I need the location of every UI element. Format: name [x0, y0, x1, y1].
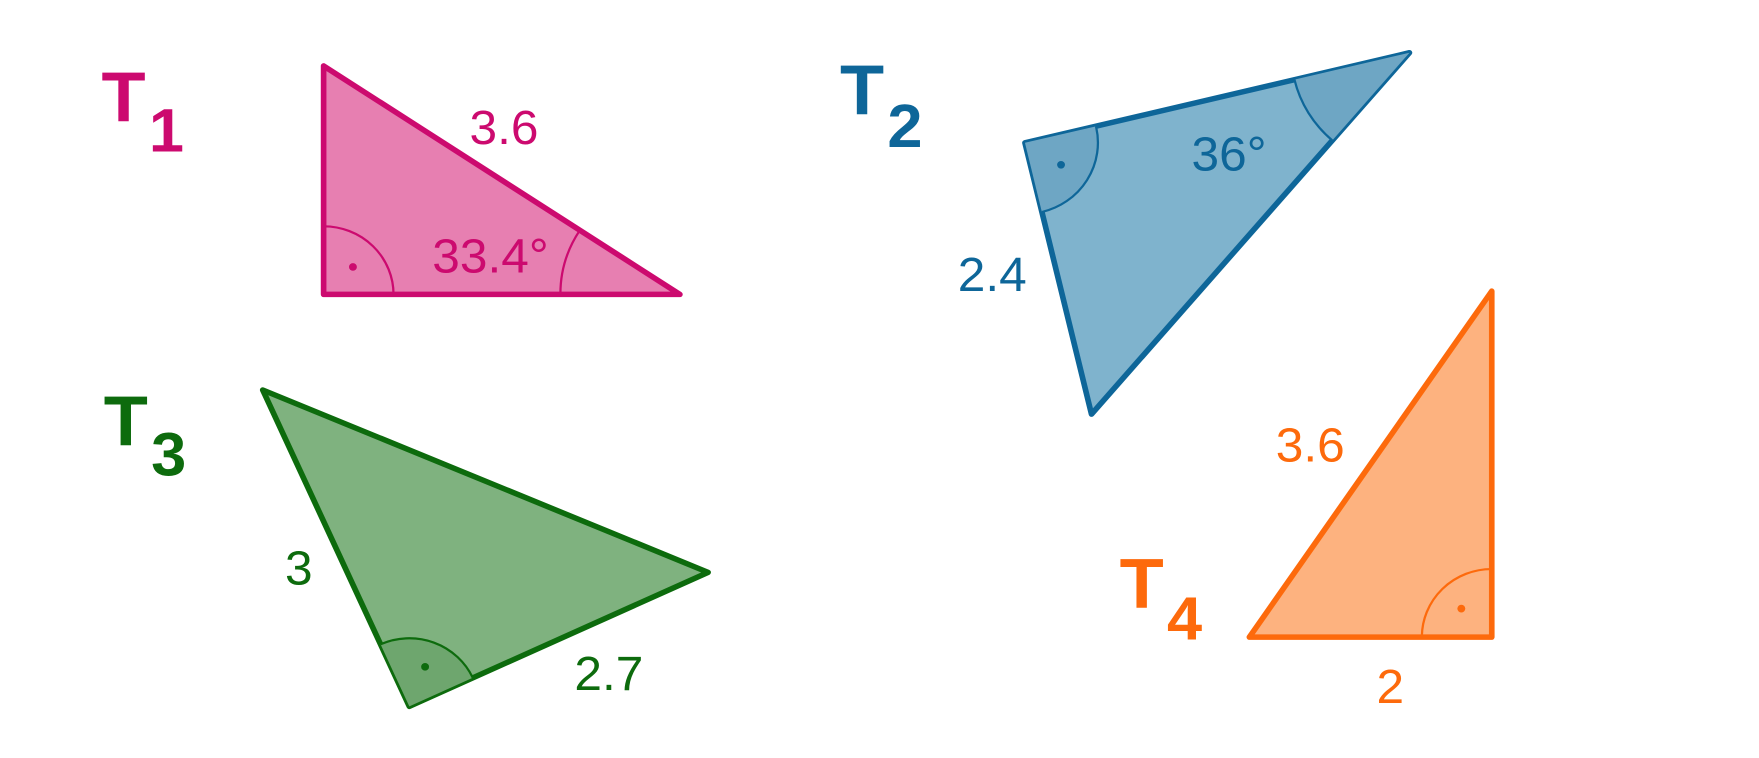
triangle-subscript: 2: [887, 93, 922, 161]
triangle-name: T: [104, 383, 148, 461]
side-label: 2: [1376, 661, 1404, 714]
side-label: 2.4: [958, 249, 1027, 302]
right-angle-arc: [380, 637, 474, 679]
right-angle-dot: [421, 662, 430, 671]
right-angle-arc: [1420, 567, 1492, 638]
triangle-shape: [1022, 49, 1413, 417]
angle-sector: [1294, 52, 1410, 141]
triangle-4: [1246, 288, 1495, 640]
side-label: 3: [285, 542, 313, 595]
triangle-shape: [320, 63, 683, 298]
triangle-shape: [1246, 288, 1495, 640]
triangle-shape: [259, 387, 711, 710]
angle-label: 33.4°: [432, 230, 548, 283]
triangle-subscript: 1: [149, 97, 184, 165]
triangle-3: [259, 387, 711, 710]
right-angle-sector: [1024, 126, 1098, 213]
right-angle-sector: [380, 638, 473, 707]
angle-label: 36°: [1192, 128, 1267, 181]
triangle-subscript: 4: [1167, 585, 1202, 653]
right-angle-dot: [348, 263, 357, 271]
triangle-name: T: [101, 59, 145, 137]
side-label: 3.6: [470, 101, 539, 154]
angle-arc: [1293, 79, 1334, 142]
right-angle-arc: [1041, 126, 1100, 214]
right-angle-dot: [1057, 160, 1065, 169]
triangle-name: T: [840, 52, 884, 130]
triangle-2: [1022, 49, 1413, 417]
triangle-subscript: 3: [151, 421, 186, 489]
right-angle-dot: [1457, 604, 1466, 613]
right-angle-arc: [323, 225, 395, 295]
triangle-name: T: [1120, 545, 1164, 623]
angle-arc: [559, 230, 581, 295]
side-label: 3.6: [1276, 419, 1345, 472]
side-label: 2.7: [574, 647, 643, 700]
triangle-1: [320, 63, 683, 298]
